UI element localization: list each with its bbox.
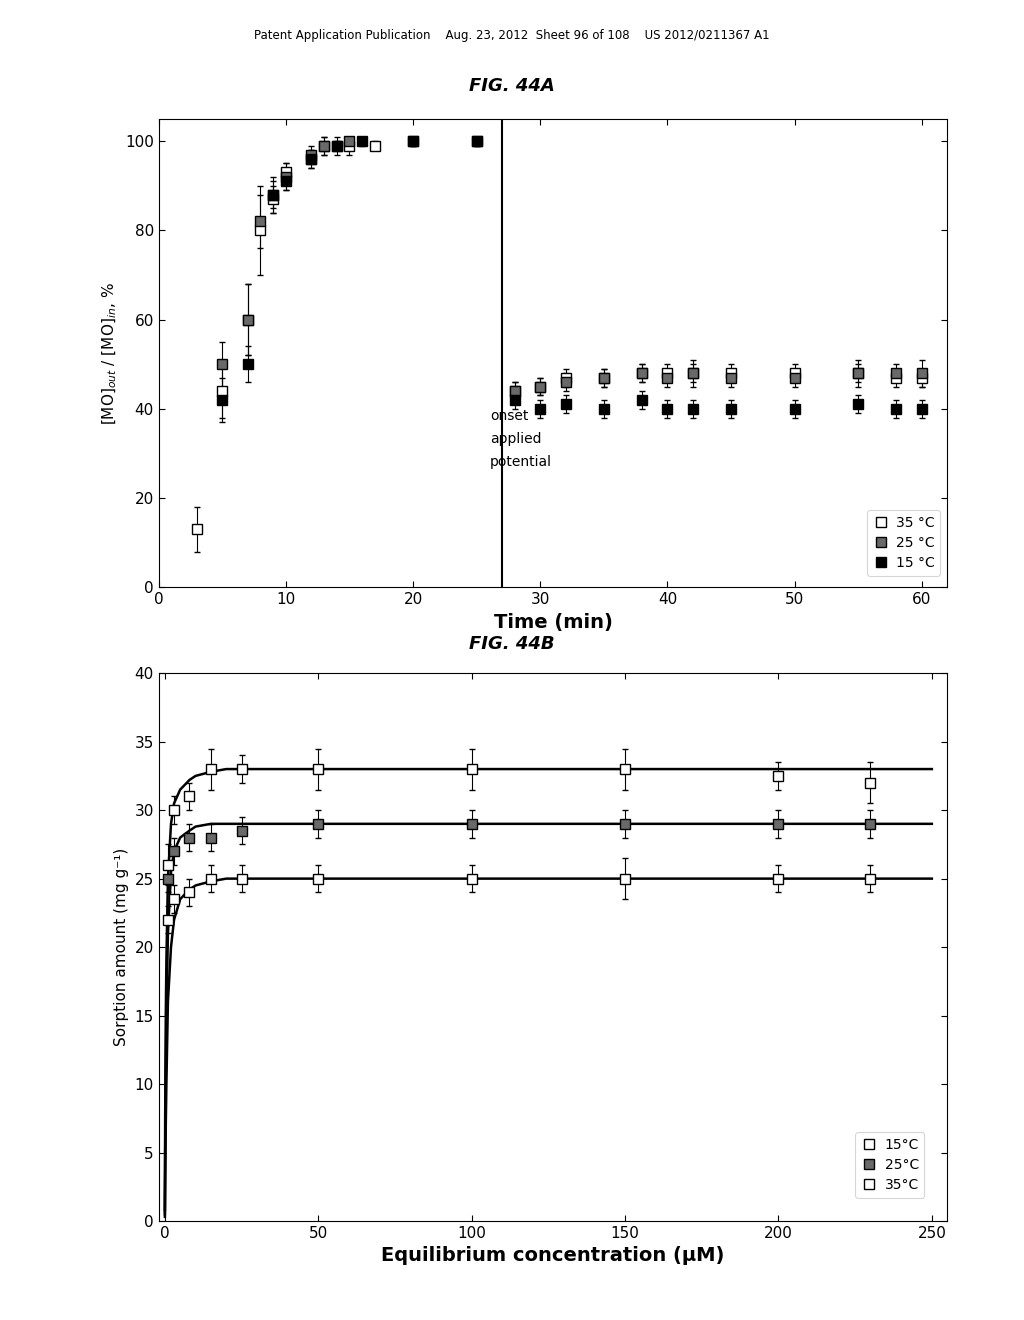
Text: FIG. 44B: FIG. 44B xyxy=(469,635,555,653)
Text: Patent Application Publication    Aug. 23, 2012  Sheet 96 of 108    US 2012/0211: Patent Application Publication Aug. 23, … xyxy=(254,29,770,42)
X-axis label: Equilibrium concentration (μM): Equilibrium concentration (μM) xyxy=(381,1246,725,1266)
X-axis label: Time (min): Time (min) xyxy=(494,612,612,632)
Legend: 35 °C, 25 °C, 15 °C: 35 °C, 25 °C, 15 °C xyxy=(866,510,940,576)
Y-axis label: [MO]$_{out}$ / [MO]$_{in}$, %: [MO]$_{out}$ / [MO]$_{in}$, % xyxy=(101,281,120,425)
Y-axis label: Sorption amount (mg g⁻¹): Sorption amount (mg g⁻¹) xyxy=(114,847,129,1047)
Text: onset
applied
potential: onset applied potential xyxy=(489,409,552,469)
Legend: 15°C, 25°C, 35°C: 15°C, 25°C, 35°C xyxy=(855,1133,925,1197)
Text: FIG. 44A: FIG. 44A xyxy=(469,77,555,95)
